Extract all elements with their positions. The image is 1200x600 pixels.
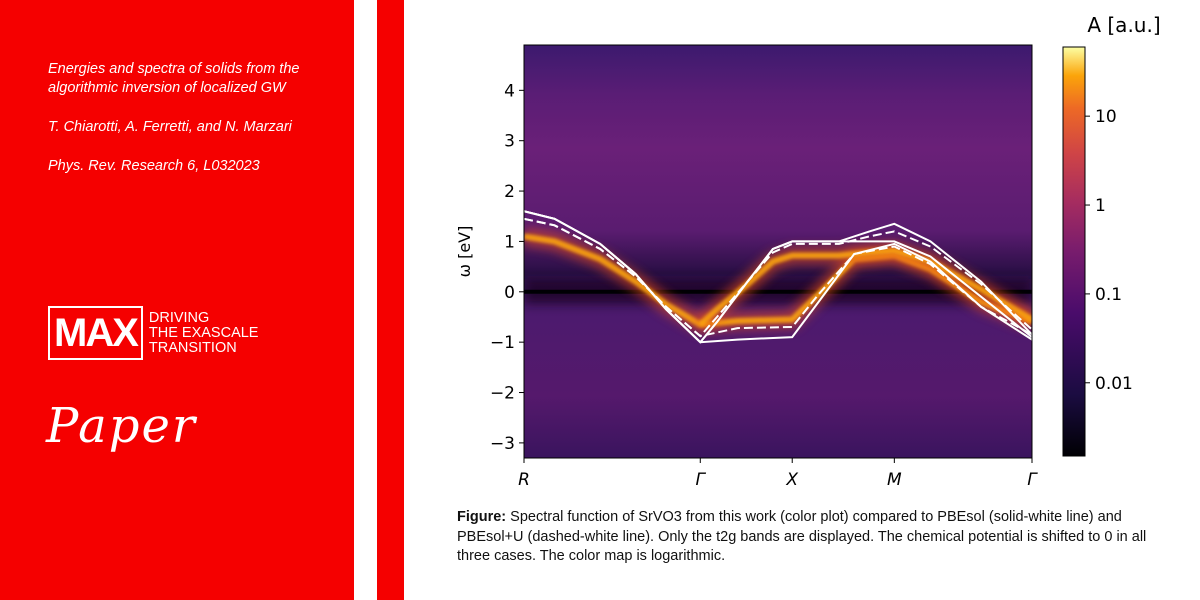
colorbar-title: A [a.u.] xyxy=(1087,13,1160,37)
max-logo-box: MAX xyxy=(48,306,143,360)
caption-label: Figure: xyxy=(457,509,507,525)
paper-journal: Phys. Rev. Research 6, L032023 xyxy=(48,158,260,174)
heatmap xyxy=(524,45,1032,458)
left-panel xyxy=(0,0,354,600)
paper-info: Energies and spectra of solids from the … xyxy=(48,60,310,196)
colorbar-tick-label: 1 xyxy=(1095,196,1106,216)
y-tick-label: 2 xyxy=(504,182,515,202)
y-tick-label: −1 xyxy=(490,333,515,353)
tagline-line-3: TRANSITION xyxy=(148,339,237,356)
plot-frame xyxy=(523,44,1033,459)
colorbar-tick-label: 0.1 xyxy=(1095,285,1122,305)
x-tick-label: R xyxy=(518,470,530,490)
colorbar-tick-label: 0.01 xyxy=(1095,374,1133,394)
figure-caption: Figure: Spectral function of SrVO3 from … xyxy=(457,508,1177,567)
y-tick-label: 0 xyxy=(504,283,515,303)
paper-label: Paper xyxy=(46,398,197,454)
y-tick-label: 4 xyxy=(504,81,515,101)
red-stripe xyxy=(377,0,404,600)
caption-text: Spectral function of SrVO3 from this wor… xyxy=(457,509,1147,564)
y-tick-label: −2 xyxy=(490,384,515,404)
dashed-white-band-0 xyxy=(524,217,1032,338)
colorbar-tick-label: 10 xyxy=(1095,107,1117,127)
max-logo: MAX DRIVING THE EXASCALE TRANSITION xyxy=(48,306,258,360)
y-tick-label: 1 xyxy=(504,232,515,252)
x-tick-label: X xyxy=(785,470,798,490)
solid-white-band-2 xyxy=(524,210,1032,344)
colorbar xyxy=(1062,46,1086,457)
dashed-white-band-1 xyxy=(524,217,1032,338)
tagline-line-2: THE EXASCALE xyxy=(148,324,259,341)
y-axis-label: ω [eV] xyxy=(455,226,474,278)
paper-title: Energies and spectra of solids from the … xyxy=(48,61,300,96)
max-logo-text: MAX xyxy=(54,311,139,355)
x-tick-label: Γ xyxy=(1027,470,1038,490)
y-tick-label: −3 xyxy=(490,434,515,454)
x-tick-label: Γ xyxy=(696,470,707,490)
tagline-line-1: DRIVING xyxy=(148,309,210,326)
y-tick-label: 3 xyxy=(504,132,515,152)
x-tick-label: M xyxy=(887,470,902,490)
paper-authors: T. Chiarotti, A. Ferretti, and N. Marzar… xyxy=(48,119,292,135)
tagline: DRIVING THE EXASCALE TRANSITION xyxy=(148,309,259,356)
